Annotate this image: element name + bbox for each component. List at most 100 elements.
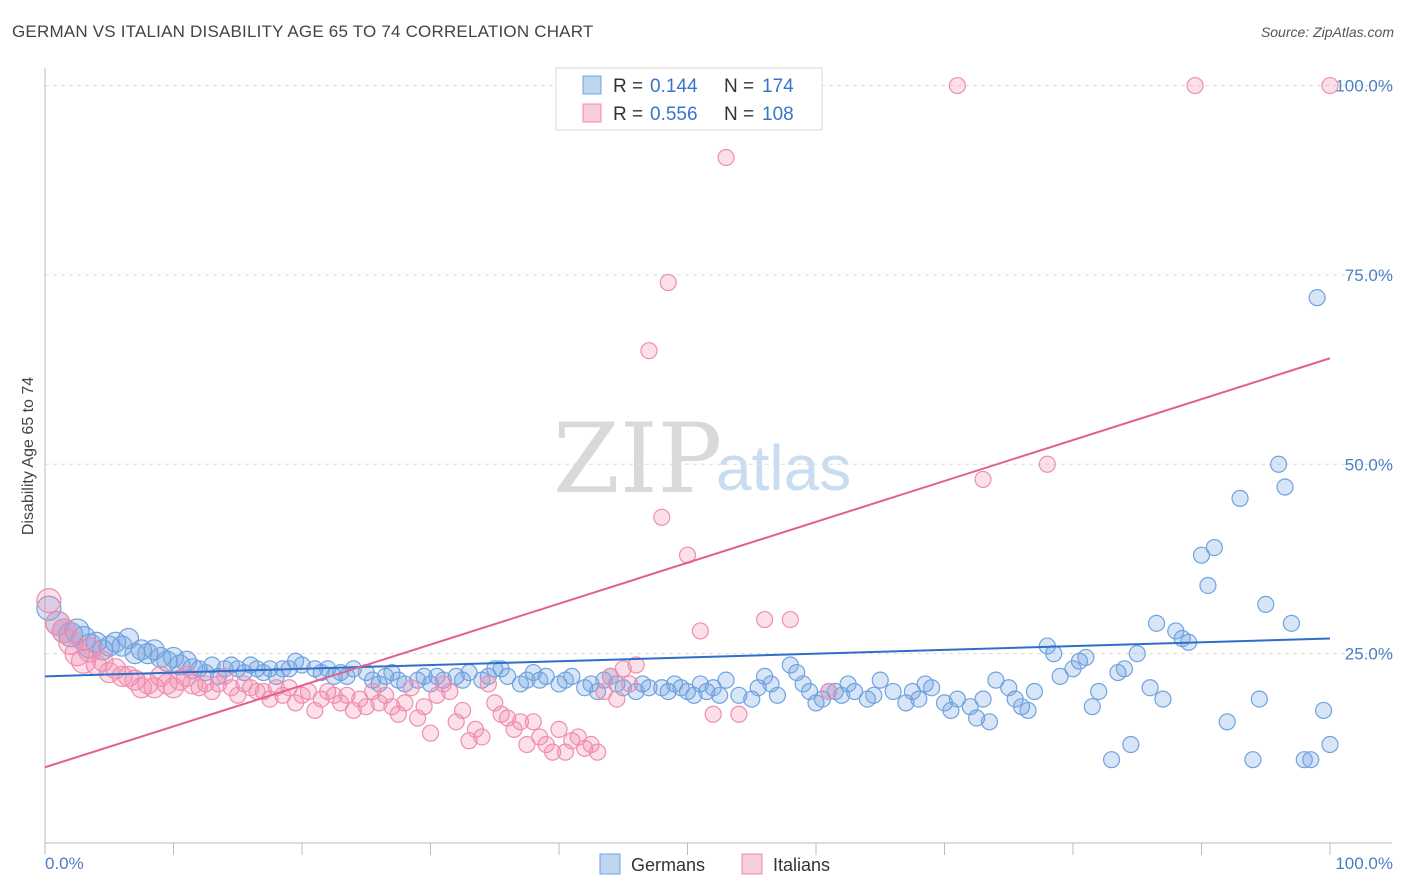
point-italians (156, 673, 178, 695)
trend-line-italians (44, 357, 1331, 769)
point-germans (1192, 546, 1211, 564)
point-germans (150, 646, 172, 669)
point-germans (499, 667, 517, 685)
bottom-legend-swatch-italians (741, 853, 763, 875)
point-germans (845, 682, 864, 701)
y-tick-label: 75.0% (1345, 266, 1393, 285)
point-germans (1282, 614, 1301, 632)
legend-swatch-germans (582, 75, 602, 95)
point-germans (948, 690, 966, 708)
point-germans (1250, 690, 1268, 708)
point-germans (1102, 751, 1121, 769)
y-tick-label: 25.0% (1345, 645, 1393, 664)
point-italians (402, 679, 420, 697)
point-italians (543, 743, 562, 761)
point-italians (653, 508, 671, 526)
legend-r-value: 0.144 (650, 76, 698, 97)
point-germans (1295, 751, 1313, 769)
point-germans (1308, 289, 1326, 307)
point-italians (755, 610, 774, 629)
point-italians (169, 669, 191, 691)
legend-n-value: 108 (762, 104, 794, 125)
legend-n-value: 174 (762, 76, 794, 97)
legend-r-value: 0.556 (650, 104, 698, 125)
point-italians (781, 610, 799, 629)
source-label: Source: ZipAtlas.com (1260, 24, 1394, 40)
point-italians (357, 698, 375, 716)
point-germans (486, 660, 504, 678)
bottom-legend-label-germans: Germans (631, 855, 705, 875)
trend-line-germans (44, 637, 1331, 678)
point-italians (948, 76, 966, 95)
y-tick-label: 50.0% (1345, 455, 1393, 474)
point-italians (454, 701, 472, 720)
point-germans (884, 682, 902, 701)
chart-title: GERMAN VS ITALIAN DISABILITY AGE 65 TO 7… (12, 22, 594, 41)
point-italians (130, 677, 152, 699)
point-italians (51, 618, 77, 644)
legend-n-label: N = (724, 76, 754, 97)
y-axis-label: Disability Age 65 to 74 (20, 377, 37, 535)
point-germans (1019, 701, 1037, 720)
point-germans (1205, 539, 1223, 557)
point-italians (143, 677, 165, 699)
point-germans (968, 709, 986, 727)
point-germans (1199, 576, 1217, 595)
point-italians (1038, 455, 1056, 473)
point-italians (58, 629, 84, 655)
point-germans (1257, 595, 1275, 614)
point-germans (1231, 489, 1249, 507)
point-germans (871, 671, 889, 689)
point-germans (1077, 648, 1095, 667)
point-germans (563, 667, 581, 685)
point-germans (1045, 645, 1063, 663)
watermark-zip: ZIP (553, 403, 722, 515)
point-italians (415, 698, 433, 716)
bottom-legend-label-italians: Italians (773, 855, 830, 875)
point-italians (396, 694, 414, 712)
legend-swatch-italians (582, 103, 602, 123)
point-germans (1154, 690, 1172, 708)
point-germans (137, 643, 159, 665)
point-germans (987, 671, 1005, 689)
point-germans (730, 686, 748, 704)
point-germans (1321, 735, 1339, 754)
point-italians (473, 728, 491, 746)
point-germans (105, 631, 127, 653)
point-italians (1186, 76, 1204, 95)
point-germans (717, 671, 735, 689)
point-germans (1269, 455, 1288, 473)
point-italians (627, 656, 645, 674)
point-italians (614, 660, 632, 678)
point-italians (92, 650, 114, 672)
point-germans (1128, 645, 1146, 663)
point-germans (1302, 751, 1320, 769)
point-italians (659, 273, 677, 292)
point-germans (1244, 751, 1262, 769)
trend-lines (44, 357, 1331, 769)
point-italians (479, 675, 497, 693)
bottom-legend-swatch-germans (599, 853, 621, 875)
point-germans (640, 679, 658, 697)
watermark: ZIP atlas (553, 403, 851, 515)
point-germans (1141, 679, 1159, 697)
point-germans (130, 639, 152, 661)
point-germans (1083, 698, 1101, 716)
point-italians (70, 648, 97, 674)
point-italians (1321, 76, 1339, 95)
point-germans (1025, 682, 1044, 701)
point-italians (691, 622, 709, 640)
point-germans (1090, 682, 1108, 701)
stats-legend: R = 0.144 N = 174 R = 0.556 N = 108 (555, 67, 823, 131)
point-italians (621, 675, 639, 693)
point-germans (910, 690, 928, 708)
x-tick-label: 0.0% (45, 854, 84, 873)
series-legend: Germans Italians (599, 853, 830, 875)
point-germans (537, 667, 555, 685)
y-tick-label: 100.0% (1335, 77, 1393, 96)
point-germans (1115, 660, 1134, 678)
point-italians (730, 705, 748, 723)
point-italians (704, 705, 722, 723)
point-italians (524, 713, 542, 731)
